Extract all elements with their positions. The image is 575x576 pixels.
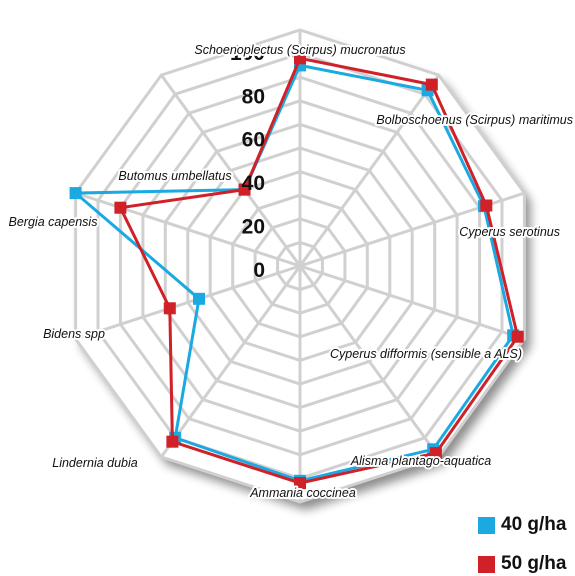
category-label-1: Bolboschoenus (Scirpus) maritimus [376, 113, 573, 127]
radial-tick-40: 40 [242, 172, 265, 195]
radial-tick-0: 0 [253, 259, 265, 282]
series-1-point-0 [294, 52, 306, 65]
category-label-8: Bergia capensis [9, 215, 98, 229]
category-labels: Schoenoplectus (Scirpus) mucronatus Bolbo… [7, 41, 575, 502]
category-label-6: Lindernia dubia [52, 456, 138, 470]
legend-label-40: 40 g/ha [501, 514, 567, 535]
series-1-point-8 [114, 201, 127, 214]
grid-spoke-7 [75, 264, 301, 341]
series-layer [69, 52, 524, 490]
grid-spoke-3 [299, 264, 525, 341]
legend-swatch-40 [478, 516, 495, 534]
series-1-point-9 [238, 183, 251, 196]
series-1-point-7 [163, 302, 176, 315]
radial-tick-60: 60 [242, 129, 265, 152]
radial-tick-labels: 0 20 40 60 80 100 [230, 42, 265, 282]
series-1-point-4 [429, 447, 442, 460]
category-label-9: Butomus umbellatus [118, 169, 231, 183]
radial-tick-20: 20 [242, 216, 265, 239]
category-label-7: Bidens spp [43, 327, 105, 341]
radar-grid [74, 28, 526, 504]
grid-spoke-1 [298, 74, 440, 267]
grid-spoke-6 [160, 265, 302, 458]
series-1-point-2 [480, 199, 493, 212]
series-1-point-5 [294, 477, 306, 490]
radial-tick-80: 80 [242, 85, 265, 108]
series-1-point-3 [511, 330, 524, 343]
legend-item-50: 50 g/ha [478, 553, 566, 575]
radial-tick-100: 100 [230, 42, 265, 65]
grid-spoke-4 [298, 265, 440, 458]
series-0-point-8 [69, 187, 82, 200]
grid-spoke-8 [75, 191, 301, 268]
category-label-2: Cyperus serotinus [459, 225, 560, 239]
legend-item-40: 40 g/ha [478, 514, 566, 536]
grid-spoke-9 [160, 74, 302, 267]
category-label-5: Ammania coccinea [249, 486, 356, 500]
series-1-point-1 [425, 78, 438, 91]
series-1-point-6 [166, 435, 179, 448]
legend-label-50: 50 g/ha [501, 553, 567, 574]
legend-swatch-50 [478, 555, 495, 573]
category-label-4: Alisma plantago-aquatica [350, 454, 491, 468]
category-label-3: Cyperus difformis (sensible a ALS) [330, 347, 522, 361]
category-label-0: Schoenoplectus (Scirpus) mucronatus [194, 43, 405, 57]
series-0-point-7 [193, 292, 205, 305]
